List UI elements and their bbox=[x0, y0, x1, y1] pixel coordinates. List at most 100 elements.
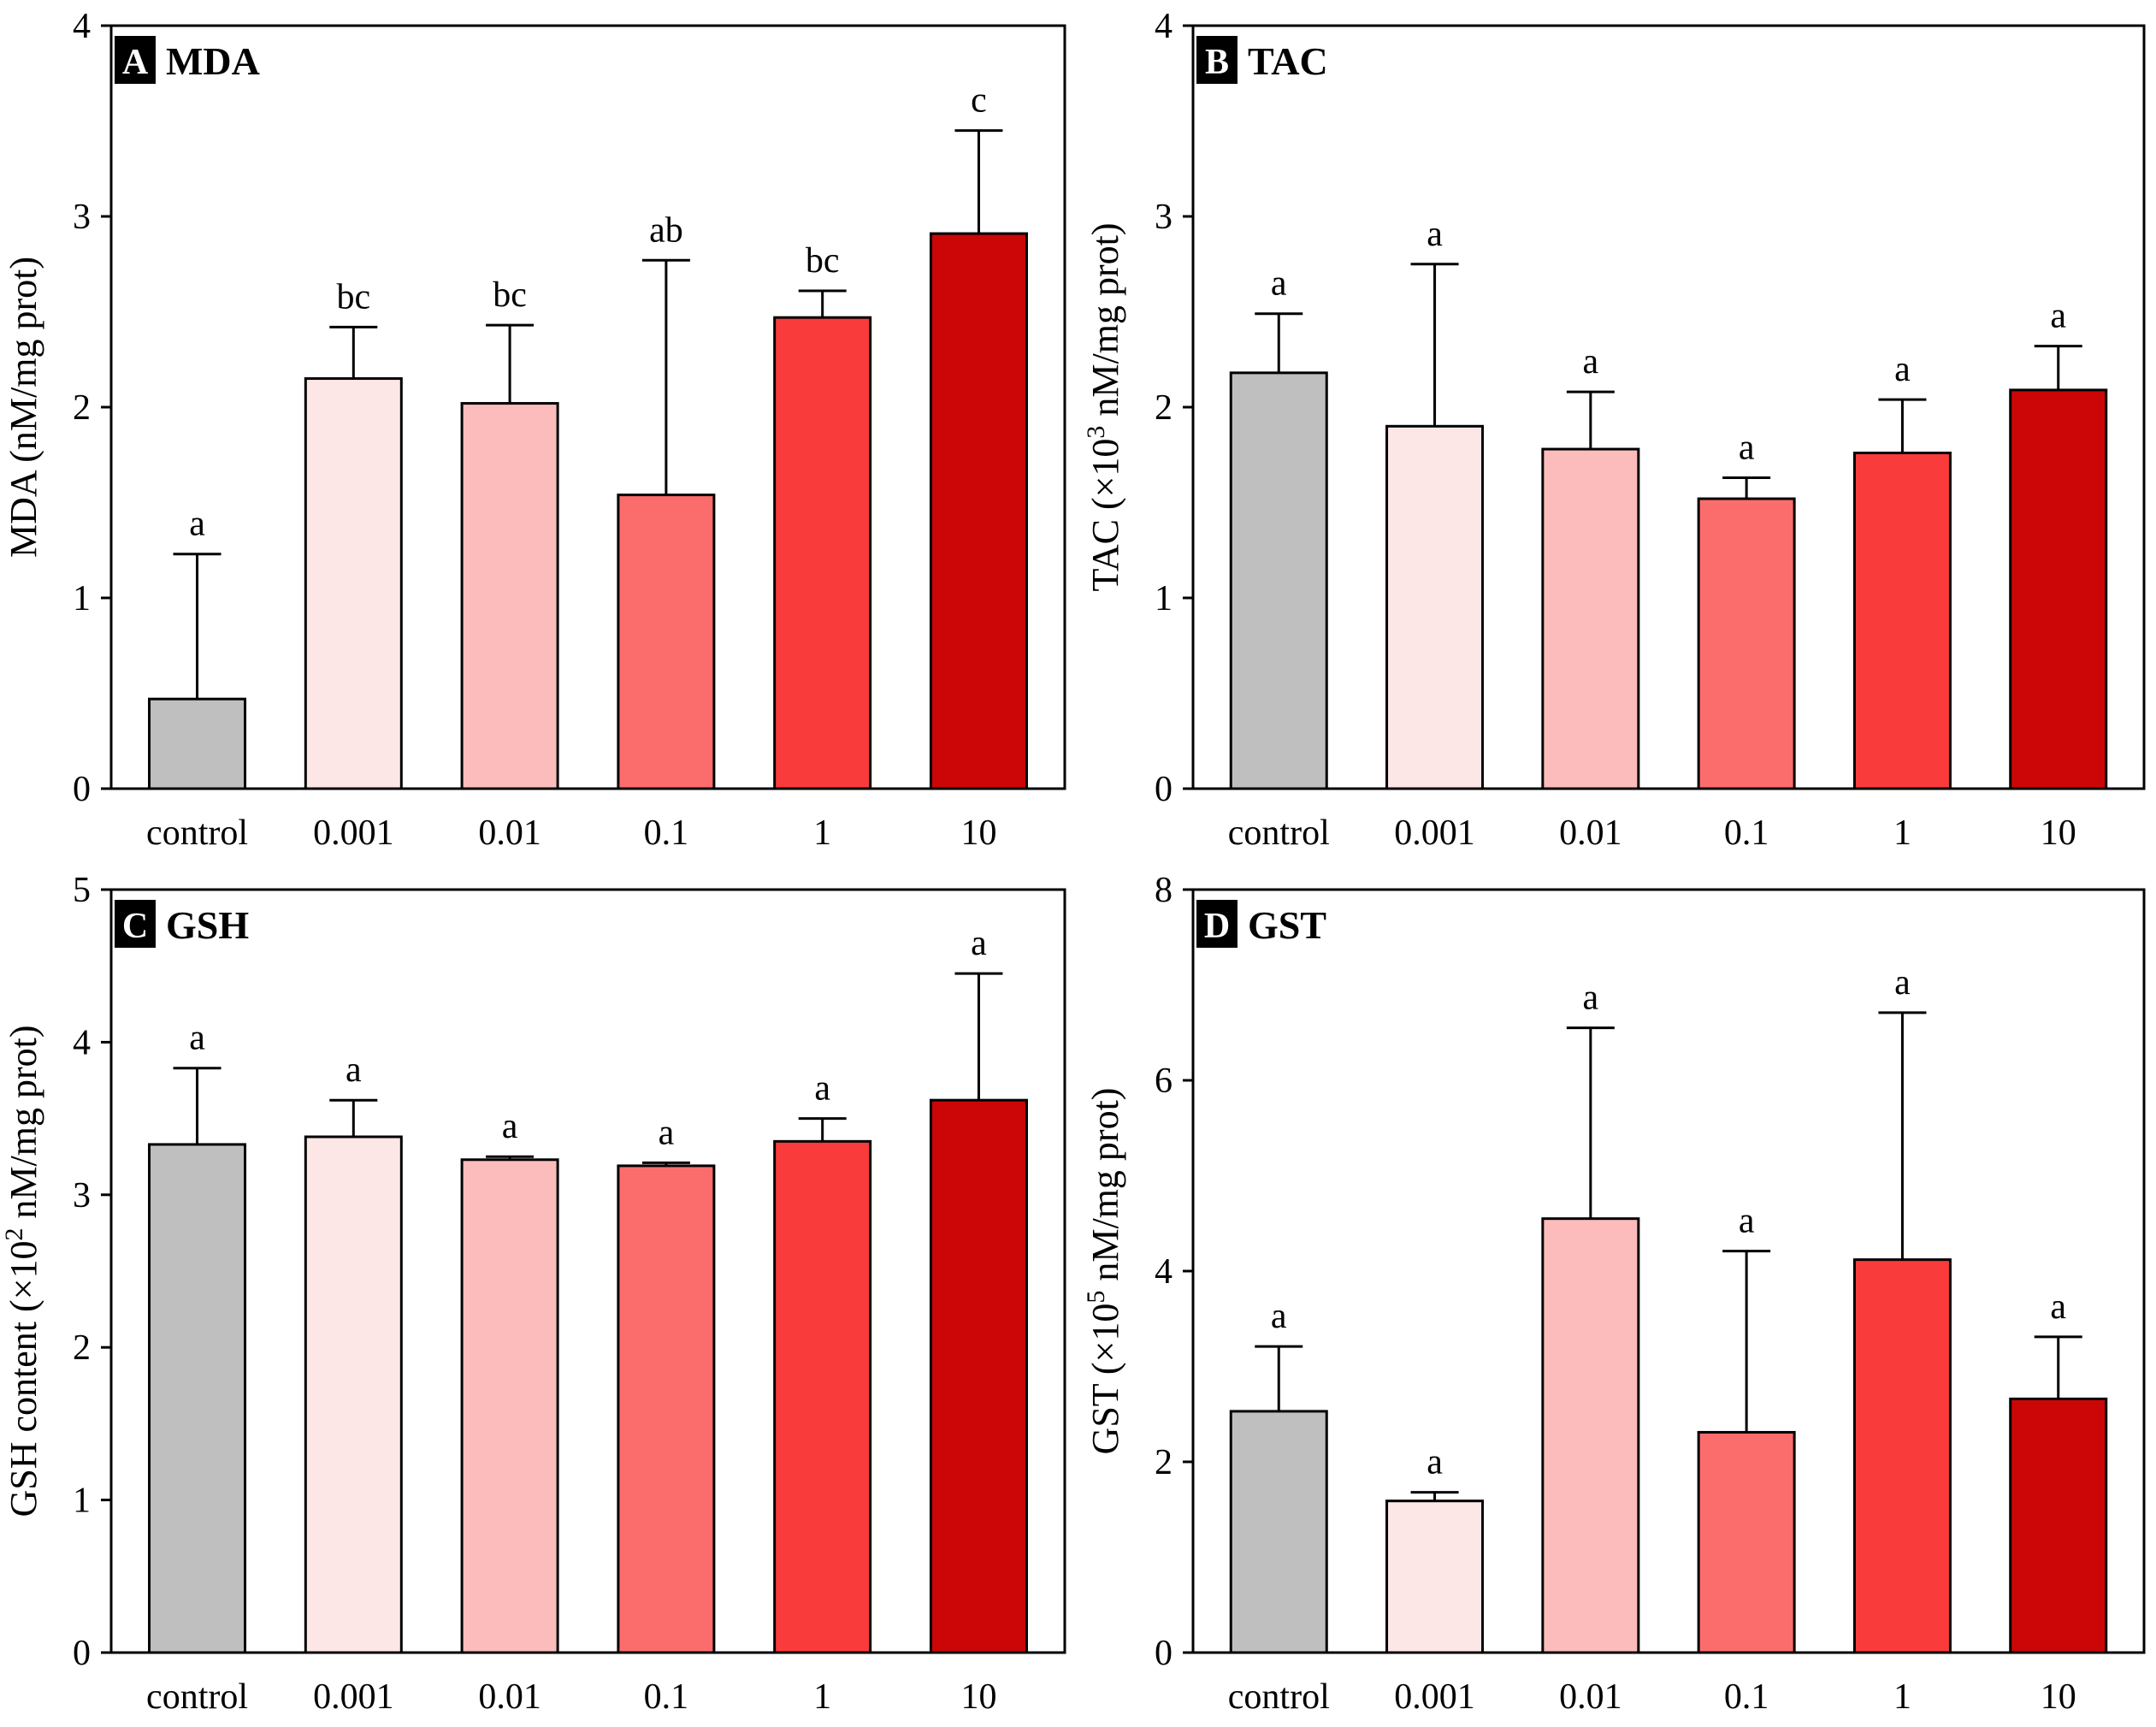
significance-label: bc bbox=[336, 277, 370, 316]
y-axis-label: GSH content (×102 nM/mg prot) bbox=[0, 1025, 44, 1517]
panel-letter-badge bbox=[1196, 900, 1237, 948]
y-tick-label: 1 bbox=[73, 1482, 91, 1521]
significance-label: a bbox=[1271, 1297, 1287, 1336]
plot-frame bbox=[1191, 24, 2146, 790]
x-tick-label: 0.1 bbox=[1724, 813, 1769, 853]
bar-0.1 bbox=[617, 1164, 716, 1654]
panel-letter: C bbox=[122, 907, 148, 946]
y-axis-label: GST (×105 nM/mg prot) bbox=[1082, 1088, 1126, 1455]
bar-control bbox=[148, 1143, 247, 1654]
bar-0.1 bbox=[1697, 1430, 1796, 1654]
significance-label: a bbox=[814, 1069, 830, 1109]
significance-label: ab bbox=[649, 210, 683, 250]
y-tick-label: 0 bbox=[1155, 1634, 1173, 1673]
significance-label: a bbox=[1271, 264, 1287, 304]
significance-label: a bbox=[1739, 1202, 1755, 1241]
bar-control bbox=[1229, 1410, 1328, 1654]
bar-1 bbox=[1852, 452, 1952, 790]
x-tick-label: 0.1 bbox=[644, 813, 689, 853]
bar-0.1 bbox=[1697, 497, 1796, 790]
significance-label: a bbox=[502, 1107, 518, 1146]
x-tick-label: 0.01 bbox=[478, 1677, 541, 1717]
significance-label: a bbox=[971, 924, 987, 963]
bar-0.1 bbox=[617, 494, 716, 790]
y-tick-label: 5 bbox=[73, 871, 91, 910]
y-tick-label: 4 bbox=[1155, 1252, 1173, 1292]
x-tick-label: 0.01 bbox=[478, 813, 541, 853]
panel-title: GST bbox=[1248, 903, 1326, 947]
x-tick-label: control bbox=[146, 1677, 248, 1717]
significance-label: a bbox=[189, 1019, 205, 1058]
y-tick-label: 4 bbox=[73, 1023, 91, 1062]
panel-letter: B bbox=[1205, 43, 1229, 82]
y-tick-label: 1 bbox=[73, 579, 91, 618]
panel-letter: D bbox=[1204, 907, 1230, 946]
y-tick-label: 2 bbox=[1155, 388, 1173, 428]
significance-label: a bbox=[1894, 350, 1911, 389]
bar-0.001 bbox=[304, 377, 403, 790]
significance-label: c bbox=[971, 81, 987, 121]
x-tick-label: 1 bbox=[813, 813, 831, 853]
x-tick-label: 0.01 bbox=[1559, 813, 1622, 853]
bar-10 bbox=[929, 232, 1028, 790]
panel-letter-badge bbox=[115, 900, 156, 948]
significance-label: a bbox=[189, 505, 205, 544]
bar-10 bbox=[929, 1098, 1028, 1654]
bar-0.01 bbox=[1541, 1217, 1640, 1654]
significance-label: bc bbox=[806, 241, 840, 281]
x-tick-label: 10 bbox=[2041, 813, 2076, 853]
y-tick-label: 8 bbox=[1155, 871, 1173, 910]
x-tick-label: 0.001 bbox=[1394, 1677, 1475, 1717]
y-tick-label: 4 bbox=[73, 7, 91, 46]
panel-letter: A bbox=[122, 43, 149, 82]
significance-label: a bbox=[1894, 963, 1911, 1002]
y-tick-label: 0 bbox=[73, 1634, 91, 1673]
panel-title: GSH bbox=[166, 903, 249, 947]
x-tick-label: 0.001 bbox=[313, 1677, 394, 1717]
plot-frame bbox=[1191, 888, 2146, 1654]
bar-1 bbox=[773, 1139, 872, 1654]
x-tick-label: 10 bbox=[960, 813, 996, 853]
x-tick-label: control bbox=[1228, 813, 1330, 853]
x-tick-label: control bbox=[146, 813, 248, 853]
panel-title: MDA bbox=[166, 39, 260, 83]
y-tick-label: 2 bbox=[73, 388, 91, 428]
plot-frame bbox=[109, 24, 1066, 790]
bar-0.001 bbox=[1385, 1499, 1485, 1654]
significance-label: a bbox=[1583, 342, 1599, 381]
panel-b-tac: a control a 0.001 a 0.01 a 0.1 a 1 a 10 0 1 2 3 4 TAC (×1… bbox=[1082, 7, 2146, 853]
bar-0.01 bbox=[1541, 447, 1640, 790]
bar-control bbox=[148, 697, 247, 790]
x-tick-label: 0.01 bbox=[1559, 1677, 1622, 1717]
y-tick-label: 1 bbox=[1155, 579, 1173, 618]
significance-label: a bbox=[2050, 1287, 2066, 1327]
x-tick-label: 10 bbox=[2041, 1677, 2076, 1717]
significance-label: a bbox=[346, 1050, 362, 1090]
x-tick-label: 1 bbox=[1893, 813, 1911, 853]
x-tick-label: 0.001 bbox=[1394, 813, 1475, 853]
significance-label: bc bbox=[493, 275, 527, 315]
y-tick-label: 6 bbox=[1155, 1062, 1173, 1101]
y-axis-label: TAC (×103 nM/mg prot) bbox=[1082, 222, 1126, 591]
panel-d-gst: a control a 0.001 a 0.01 a 0.1 a 1 a 10 0 2 4 6 8 GST (×1… bbox=[1082, 871, 2146, 1717]
bar-0.01 bbox=[460, 402, 559, 790]
y-axis-label: MDA (nM/mg prot) bbox=[3, 257, 44, 558]
significance-label: a bbox=[1739, 429, 1755, 468]
panel-letter-badge bbox=[115, 36, 156, 84]
x-tick-label: 0.001 bbox=[313, 813, 394, 853]
x-tick-label: 1 bbox=[1893, 1677, 1911, 1717]
significance-label: a bbox=[1427, 215, 1443, 254]
bar-10 bbox=[2009, 388, 2108, 790]
panel-a-mda: a control bc 0.001 bc 0.01 ab 0.1 bc 1 c 10 0 1 2 3 4 MDA… bbox=[3, 7, 1066, 853]
bar-10 bbox=[2009, 1397, 2108, 1654]
bar-0.001 bbox=[1385, 424, 1485, 790]
y-tick-label: 0 bbox=[1155, 770, 1173, 809]
y-tick-label: 4 bbox=[1155, 7, 1173, 46]
y-tick-label: 2 bbox=[1155, 1443, 1173, 1482]
y-tick-label: 0 bbox=[73, 770, 91, 809]
panel-title: TAC bbox=[1248, 39, 1328, 83]
significance-label: a bbox=[659, 1113, 675, 1152]
plot-frame bbox=[109, 888, 1066, 1654]
y-tick-label: 3 bbox=[73, 1176, 91, 1215]
